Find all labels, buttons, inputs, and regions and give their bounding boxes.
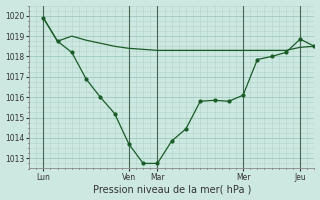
X-axis label: Pression niveau de la mer( hPa ): Pression niveau de la mer( hPa ): [92, 184, 251, 194]
